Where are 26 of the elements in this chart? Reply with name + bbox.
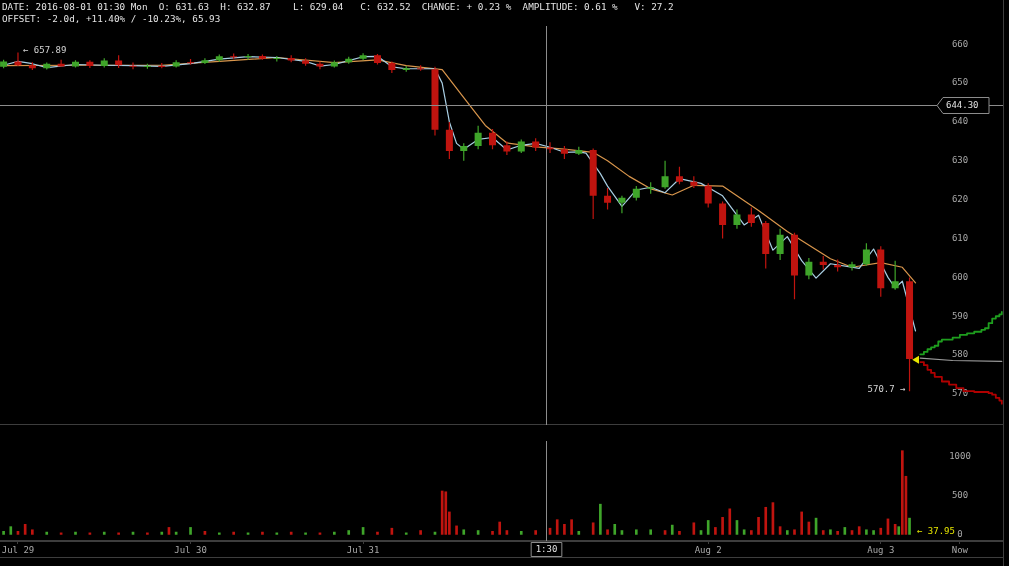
y-tick-label: 660: [951, 38, 969, 49]
annotation: ← 37.95: [917, 526, 955, 537]
y-tick-label: 1000: [949, 451, 971, 462]
y-tick-label: 0: [957, 528, 963, 539]
y-tick-label: 600: [951, 271, 969, 282]
x-tick-label: Now: [951, 544, 969, 555]
y-tick-label: 570: [951, 388, 969, 399]
x-tick-label: Aug 2: [694, 544, 722, 555]
annotation: 570.7 →: [867, 383, 907, 394]
text: OFFSET: -2.0d, +11.40% / -10.23%, 65.93: [2, 13, 222, 25]
ref-line-label: 644.30: [946, 99, 979, 110]
y-tick-label: 650: [951, 77, 969, 88]
y-tick-label: 500: [951, 489, 969, 500]
x-tick-label: Jul 30: [174, 544, 207, 555]
y-tick-label: 590: [951, 310, 969, 321]
chart-title: DATE: 2016-08-01 01:30 Mon O: 631.63 H: 632.87 L: 629.04 C: 632.52 CHANGE: + 0.23 % AMPLITUDE: 0.61 % V: 27.2: [2, 1, 674, 13]
y-tick-label: 640: [951, 116, 969, 127]
x-tick-label: Aug 3: [867, 544, 895, 555]
x-tick-label: Jul 31: [346, 544, 380, 555]
annotation: ← 657.89: [22, 44, 67, 55]
x-tick-label: Jul 29: [1, 544, 35, 555]
y-tick-label: 580: [951, 349, 969, 360]
y-tick-label: 630: [951, 155, 969, 166]
ref-line-label: 1:30: [535, 544, 558, 555]
y-tick-label: 620: [951, 194, 969, 205]
y-tick-label: 610: [951, 232, 969, 243]
